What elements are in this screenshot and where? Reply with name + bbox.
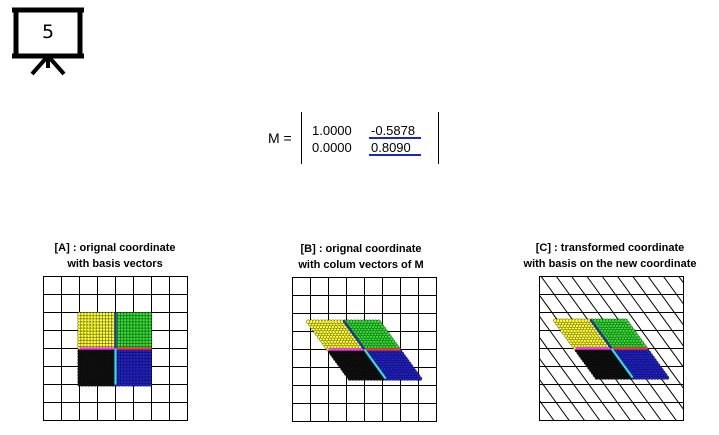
skewed-grid-line (539, 335, 601, 421)
matrix-left-bar (301, 112, 302, 164)
basis-vector (342, 319, 366, 351)
panel-b-caption-line1: [B] : orignal coordinate (300, 243, 422, 255)
panel-c-grid (539, 276, 684, 421)
matrix-cell: -0.5878 (371, 123, 416, 138)
matrix-cell: 1.0000 (312, 123, 352, 138)
skewed-grid-line (539, 356, 586, 421)
basis-vector (610, 347, 634, 379)
skewed-grid-line (632, 276, 684, 348)
matrix-m: M = 1.0000 -0.5878 0.0000 0.8090 (262, 108, 452, 168)
presentation-icon (12, 7, 84, 76)
panel-c-caption-line2: with basis on the new coordinate (523, 258, 697, 270)
skewed-grid-line (662, 276, 684, 306)
panel-a-caption-line2: with basis vectors (67, 258, 163, 270)
panel-a-grid (43, 276, 188, 421)
skewed-grid-line (539, 378, 571, 421)
skewed-grid-line (616, 276, 684, 369)
data-point (147, 312, 152, 317)
matrix-cell: 0.8090 (371, 140, 411, 155)
panel-b-grid (292, 277, 437, 422)
matrix-right-bar (438, 112, 439, 164)
data-point (623, 318, 628, 323)
column-vector-underline (369, 137, 421, 139)
panel-c-caption: [C] : transformed coordinate with basis … (500, 240, 719, 272)
panel-b-caption: [B] : orignal coordinate with colum vect… (256, 241, 466, 273)
skewed-grid-line (539, 314, 616, 421)
column-vector-underline (369, 154, 421, 156)
matrix-label: M = (268, 130, 292, 146)
basis-vector (363, 348, 387, 380)
basis-vector (589, 318, 613, 350)
panel-c-caption-line1: [C] : transformed coordinate (535, 242, 685, 254)
slide-number: 5 (41, 21, 55, 43)
panel-b-caption-line2: with colum vectors of M (298, 259, 424, 271)
panel-a-caption-line1: [A] : orignal coordinate (54, 242, 176, 254)
skewed-grid-line (601, 276, 684, 390)
data-point (376, 319, 381, 324)
panel-a-caption: [A] : orignal coordinate with basis vect… (10, 240, 220, 272)
skewed-grid-line (647, 276, 684, 327)
matrix-cell: 0.0000 (312, 140, 352, 155)
